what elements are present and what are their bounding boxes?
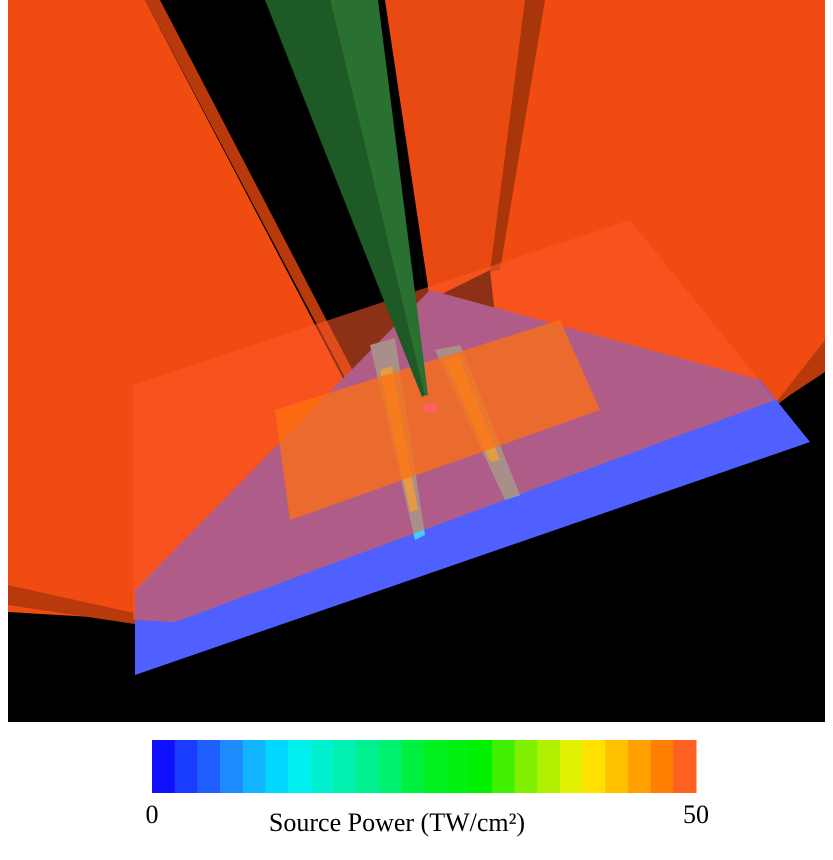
beam-cone bbox=[330, 0, 428, 396]
right-lobe-shade bbox=[490, 0, 545, 272]
colorbar-step bbox=[401, 740, 425, 793]
right-lobe-edge bbox=[770, 340, 825, 410]
colorbar: 0 50 bbox=[146, 740, 709, 829]
colorbar-step bbox=[220, 740, 244, 793]
colorbar-step bbox=[492, 740, 516, 793]
colorbar-step bbox=[378, 740, 402, 793]
colorbar-step bbox=[446, 740, 470, 793]
focal-plate bbox=[275, 320, 600, 520]
colorbar-tick-label: 0 bbox=[146, 800, 159, 829]
colorbar-step bbox=[288, 740, 312, 793]
colorbar-step bbox=[333, 740, 357, 793]
colorbar-label: Source Power (TW/cm²) bbox=[269, 808, 525, 837]
colorbar-step bbox=[560, 740, 584, 793]
colorbar-step bbox=[265, 740, 289, 793]
colorbar-step bbox=[310, 740, 334, 793]
colorbar-step bbox=[537, 740, 561, 793]
center-lobe bbox=[385, 0, 540, 300]
scene bbox=[8, 0, 825, 722]
colorbar-step bbox=[242, 740, 266, 793]
colorbar-step bbox=[605, 740, 629, 793]
colorbar-step bbox=[514, 740, 538, 793]
colorbar-step bbox=[152, 740, 176, 793]
colorbar-step bbox=[424, 740, 448, 793]
colorbar-step bbox=[582, 740, 606, 793]
colorbar-step bbox=[628, 740, 652, 793]
beam-cone bbox=[265, 0, 425, 397]
colorbar-step bbox=[469, 740, 493, 793]
colorbar-step bbox=[650, 740, 674, 793]
colorbar-step bbox=[673, 740, 697, 793]
colorbar-step bbox=[174, 740, 198, 793]
colorbar-step bbox=[197, 740, 221, 793]
focal-spot bbox=[422, 403, 438, 413]
colorbar-tick-label: 50 bbox=[683, 800, 709, 829]
colorbar-step bbox=[356, 740, 380, 793]
